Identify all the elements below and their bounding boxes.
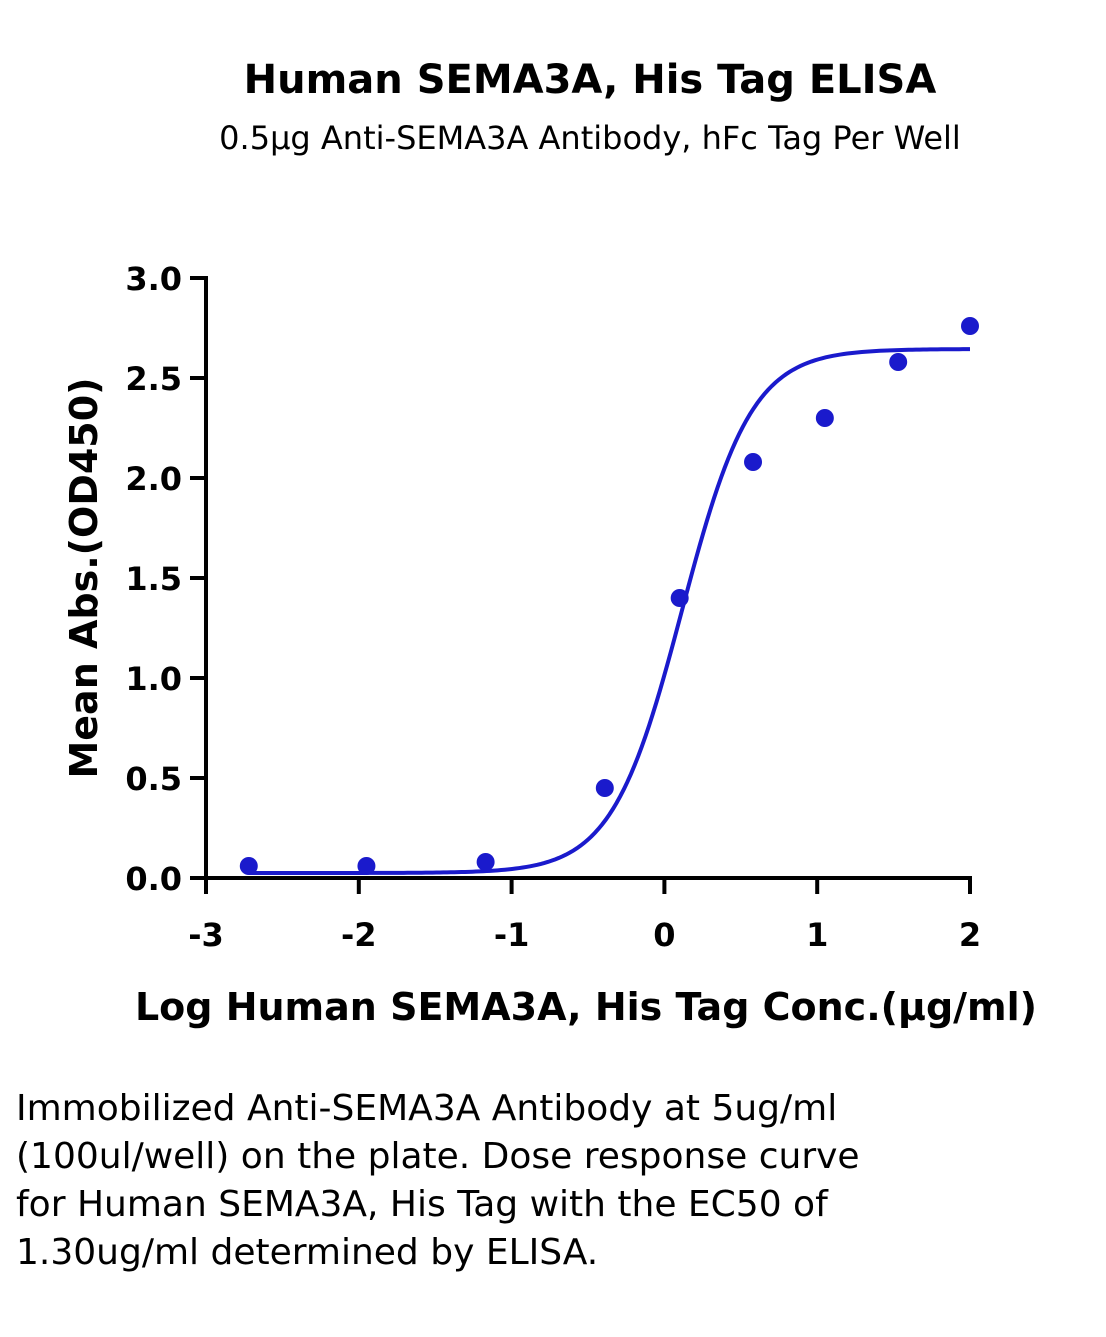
y-axis: 0.0 0.5 1.0 1.5 2.0 2.5 3.0: [125, 260, 208, 898]
y-tick-label: 2.5: [125, 360, 182, 398]
data-point: [815, 409, 834, 427]
data-point: [595, 779, 614, 797]
data-point: [744, 453, 763, 471]
x-axis-label: Log Human SEMA3A, His Tag Conc.(μg/ml): [135, 985, 1037, 1029]
data-point: [670, 589, 689, 607]
data-point: [476, 853, 495, 871]
x-tick-label: 2: [959, 916, 981, 954]
x-tick-label: 1: [806, 916, 828, 954]
data-point: [357, 857, 376, 875]
data-point: [239, 857, 258, 875]
x-tick-label: -3: [188, 916, 224, 954]
y-tick-label: 0.5: [125, 760, 182, 798]
y-tick-label: 1.0: [125, 660, 182, 698]
y-tick-label: 1.5: [125, 560, 182, 598]
x-axis: -3 -2 -1 0 1 2: [188, 876, 981, 954]
data-points-layer: [239, 317, 979, 875]
y-tick-label: 3.0: [125, 260, 182, 298]
elisa-chart: Human SEMA3A, His Tag ELISA 0.5μg Anti-S…: [62, 57, 1037, 1029]
x-tick-label: 0: [653, 916, 675, 954]
data-point: [961, 317, 979, 335]
data-point: [889, 353, 908, 371]
x-tick-label: -1: [494, 916, 530, 954]
y-tick-label: 2.0: [125, 460, 182, 498]
chart-title: Human SEMA3A, His Tag ELISA: [244, 57, 937, 103]
chart-subtitle: 0.5μg Anti-SEMA3A Antibody, hFc Tag Per …: [219, 119, 961, 157]
chart-caption: Immobilized Anti-SEMA3A Antibody at 5ug/…: [16, 1088, 860, 1273]
y-axis-label: Mean Abs.(OD450): [62, 377, 106, 778]
x-tick-label: -2: [341, 916, 377, 954]
y-tick-label: 0.0: [125, 860, 182, 898]
